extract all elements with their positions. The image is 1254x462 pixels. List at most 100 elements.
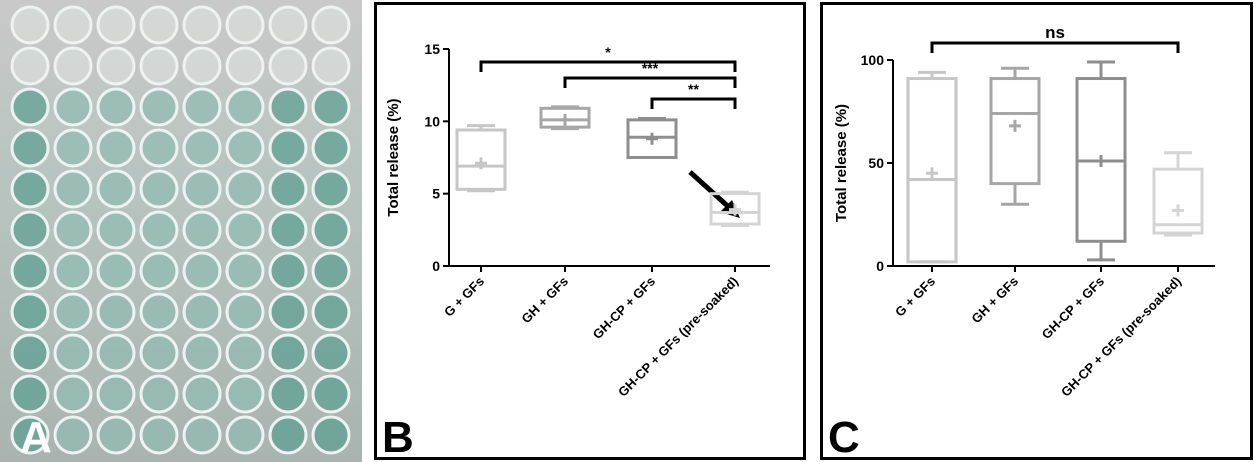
y-tick-label: 100 xyxy=(861,52,885,68)
well xyxy=(141,89,177,125)
x-tick-label: GH-CP + GFs xyxy=(590,274,658,342)
significance-label: ** xyxy=(688,81,699,97)
y-tick-label: 15 xyxy=(424,41,440,57)
well xyxy=(184,376,220,412)
well xyxy=(98,335,134,371)
mean-marker xyxy=(646,133,658,145)
well xyxy=(313,48,349,84)
well xyxy=(141,7,177,43)
well xyxy=(270,89,306,125)
well xyxy=(141,48,177,84)
well xyxy=(98,417,134,453)
x-tick-label: G + GFs xyxy=(441,274,487,320)
y-axis-label: Total release (%) xyxy=(833,104,850,222)
well xyxy=(141,171,177,207)
panel-label: C xyxy=(828,413,860,462)
significance-label: * xyxy=(605,44,611,60)
well xyxy=(98,171,134,207)
x-tick-label: GH + GFs xyxy=(968,274,1021,327)
y-tick-label: 50 xyxy=(868,155,884,171)
well xyxy=(184,294,220,330)
y-tick-label: 5 xyxy=(432,186,440,202)
well xyxy=(313,335,349,371)
well xyxy=(184,48,220,84)
well xyxy=(227,417,263,453)
well xyxy=(55,253,91,289)
well xyxy=(227,253,263,289)
mean-marker xyxy=(1095,155,1107,167)
well xyxy=(55,212,91,248)
well xyxy=(184,417,220,453)
well xyxy=(55,89,91,125)
well xyxy=(313,89,349,125)
well xyxy=(270,376,306,412)
panel-label: B xyxy=(382,413,414,462)
well xyxy=(55,171,91,207)
mean-marker xyxy=(1009,120,1021,132)
well xyxy=(184,212,220,248)
well xyxy=(55,48,91,84)
panel-label: A xyxy=(20,413,52,462)
significance-label: *** xyxy=(642,60,659,76)
well xyxy=(12,294,48,330)
well xyxy=(98,212,134,248)
figure: B C A051015Total release (%)G + GFsGH + … xyxy=(0,0,1254,462)
x-tick-label: G + GFs xyxy=(892,274,938,320)
well xyxy=(227,89,263,125)
significance-bracket xyxy=(932,43,1178,53)
well xyxy=(141,212,177,248)
well xyxy=(141,130,177,166)
mean-marker xyxy=(1172,204,1184,216)
well xyxy=(184,335,220,371)
well xyxy=(313,7,349,43)
well xyxy=(313,212,349,248)
well xyxy=(184,253,220,289)
well xyxy=(270,335,306,371)
well xyxy=(12,48,48,84)
panel-frame xyxy=(822,4,1252,459)
well xyxy=(55,417,91,453)
well xyxy=(141,376,177,412)
mean-marker xyxy=(926,167,938,179)
significance-bracket xyxy=(481,62,735,72)
well xyxy=(184,130,220,166)
well xyxy=(184,7,220,43)
well xyxy=(12,89,48,125)
well xyxy=(98,89,134,125)
well xyxy=(12,7,48,43)
well xyxy=(227,376,263,412)
well xyxy=(227,335,263,371)
well xyxy=(98,294,134,330)
well xyxy=(313,253,349,289)
y-tick-label: 0 xyxy=(432,258,440,274)
well xyxy=(12,212,48,248)
well xyxy=(227,7,263,43)
well xyxy=(270,48,306,84)
well xyxy=(141,253,177,289)
well xyxy=(12,376,48,412)
well xyxy=(141,417,177,453)
well xyxy=(313,376,349,412)
x-tick-label: GH + GFs xyxy=(518,274,571,327)
well xyxy=(227,171,263,207)
mean-marker xyxy=(559,114,571,126)
well xyxy=(98,48,134,84)
well xyxy=(313,130,349,166)
y-tick-label: 0 xyxy=(876,258,884,274)
well xyxy=(98,376,134,412)
significance-bracket xyxy=(652,99,735,109)
well xyxy=(270,294,306,330)
well xyxy=(270,253,306,289)
y-axis-label: Total release (%) xyxy=(385,98,402,216)
well xyxy=(55,130,91,166)
well xyxy=(98,130,134,166)
well xyxy=(184,171,220,207)
significance-label: ns xyxy=(1045,23,1065,42)
well xyxy=(313,171,349,207)
well xyxy=(270,417,306,453)
well xyxy=(227,294,263,330)
well xyxy=(313,294,349,330)
well xyxy=(270,212,306,248)
well xyxy=(12,171,48,207)
well xyxy=(141,294,177,330)
